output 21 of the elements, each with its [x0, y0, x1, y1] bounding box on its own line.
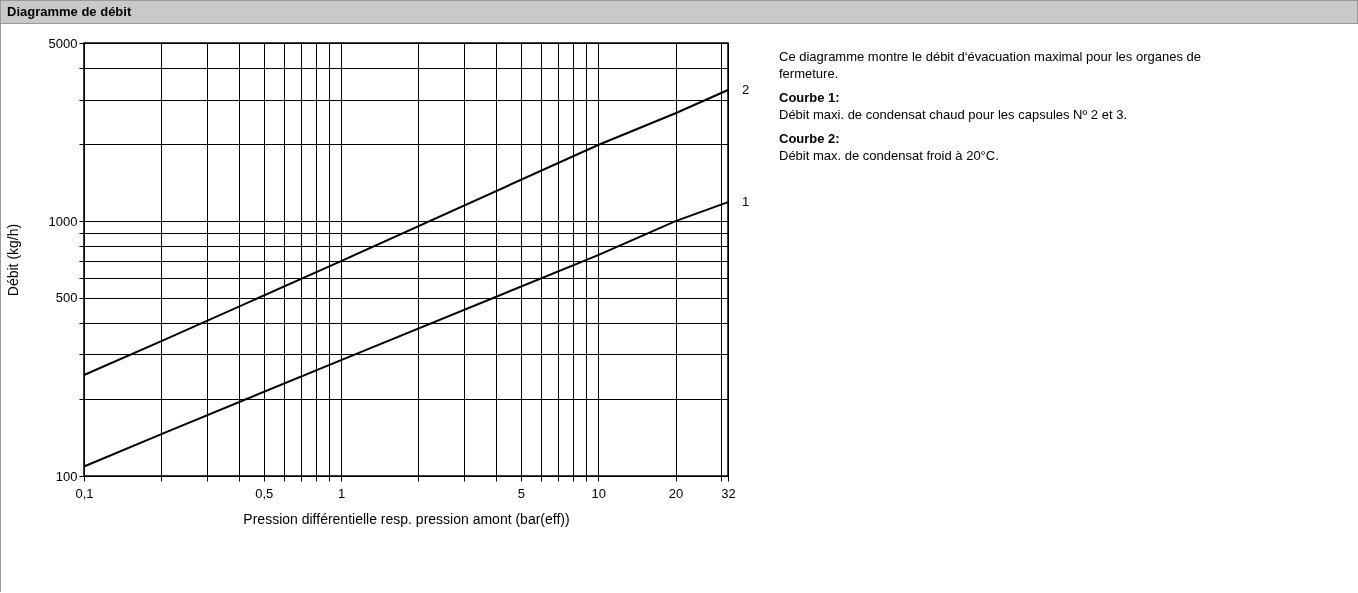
text: Ce diagramme montre le débit d‘évacuation maximal pour les organes de fermeture.	[779, 48, 1202, 82]
text: Courbe 1:	[779, 89, 841, 106]
x-tick-label: 0,1	[75, 485, 94, 501]
y-tick-label: 5000	[48, 35, 78, 51]
y-tick-label: 500	[55, 290, 78, 306]
y-axis-title: Débit (kg/h)	[4, 223, 21, 297]
x-tick-label: 1	[337, 485, 346, 501]
x-tick-label: 10	[591, 485, 606, 501]
chart-title: Diagramme de débit	[0, 0, 1358, 24]
text: Débit max. de condensat froid à 20°C.	[779, 147, 1000, 164]
y-tick-label: 100	[55, 468, 78, 484]
x-tick-label: 20	[668, 485, 684, 501]
x-tick-label: 5	[517, 485, 525, 501]
text: Débit maxi. de condensat chaud pour les capsules Nº 2 et 3.	[779, 106, 1128, 123]
x-tick-label: 0,5	[255, 485, 274, 501]
x-tick-label: 32	[721, 485, 736, 501]
series-label: 1	[742, 194, 750, 210]
text: Courbe 2:	[779, 130, 841, 147]
series-label: 2	[742, 82, 750, 97]
y-tick-label: 1000	[48, 213, 78, 229]
x-axis-title: Pression différentielle resp. pression amont (bar(eff))	[243, 510, 570, 527]
